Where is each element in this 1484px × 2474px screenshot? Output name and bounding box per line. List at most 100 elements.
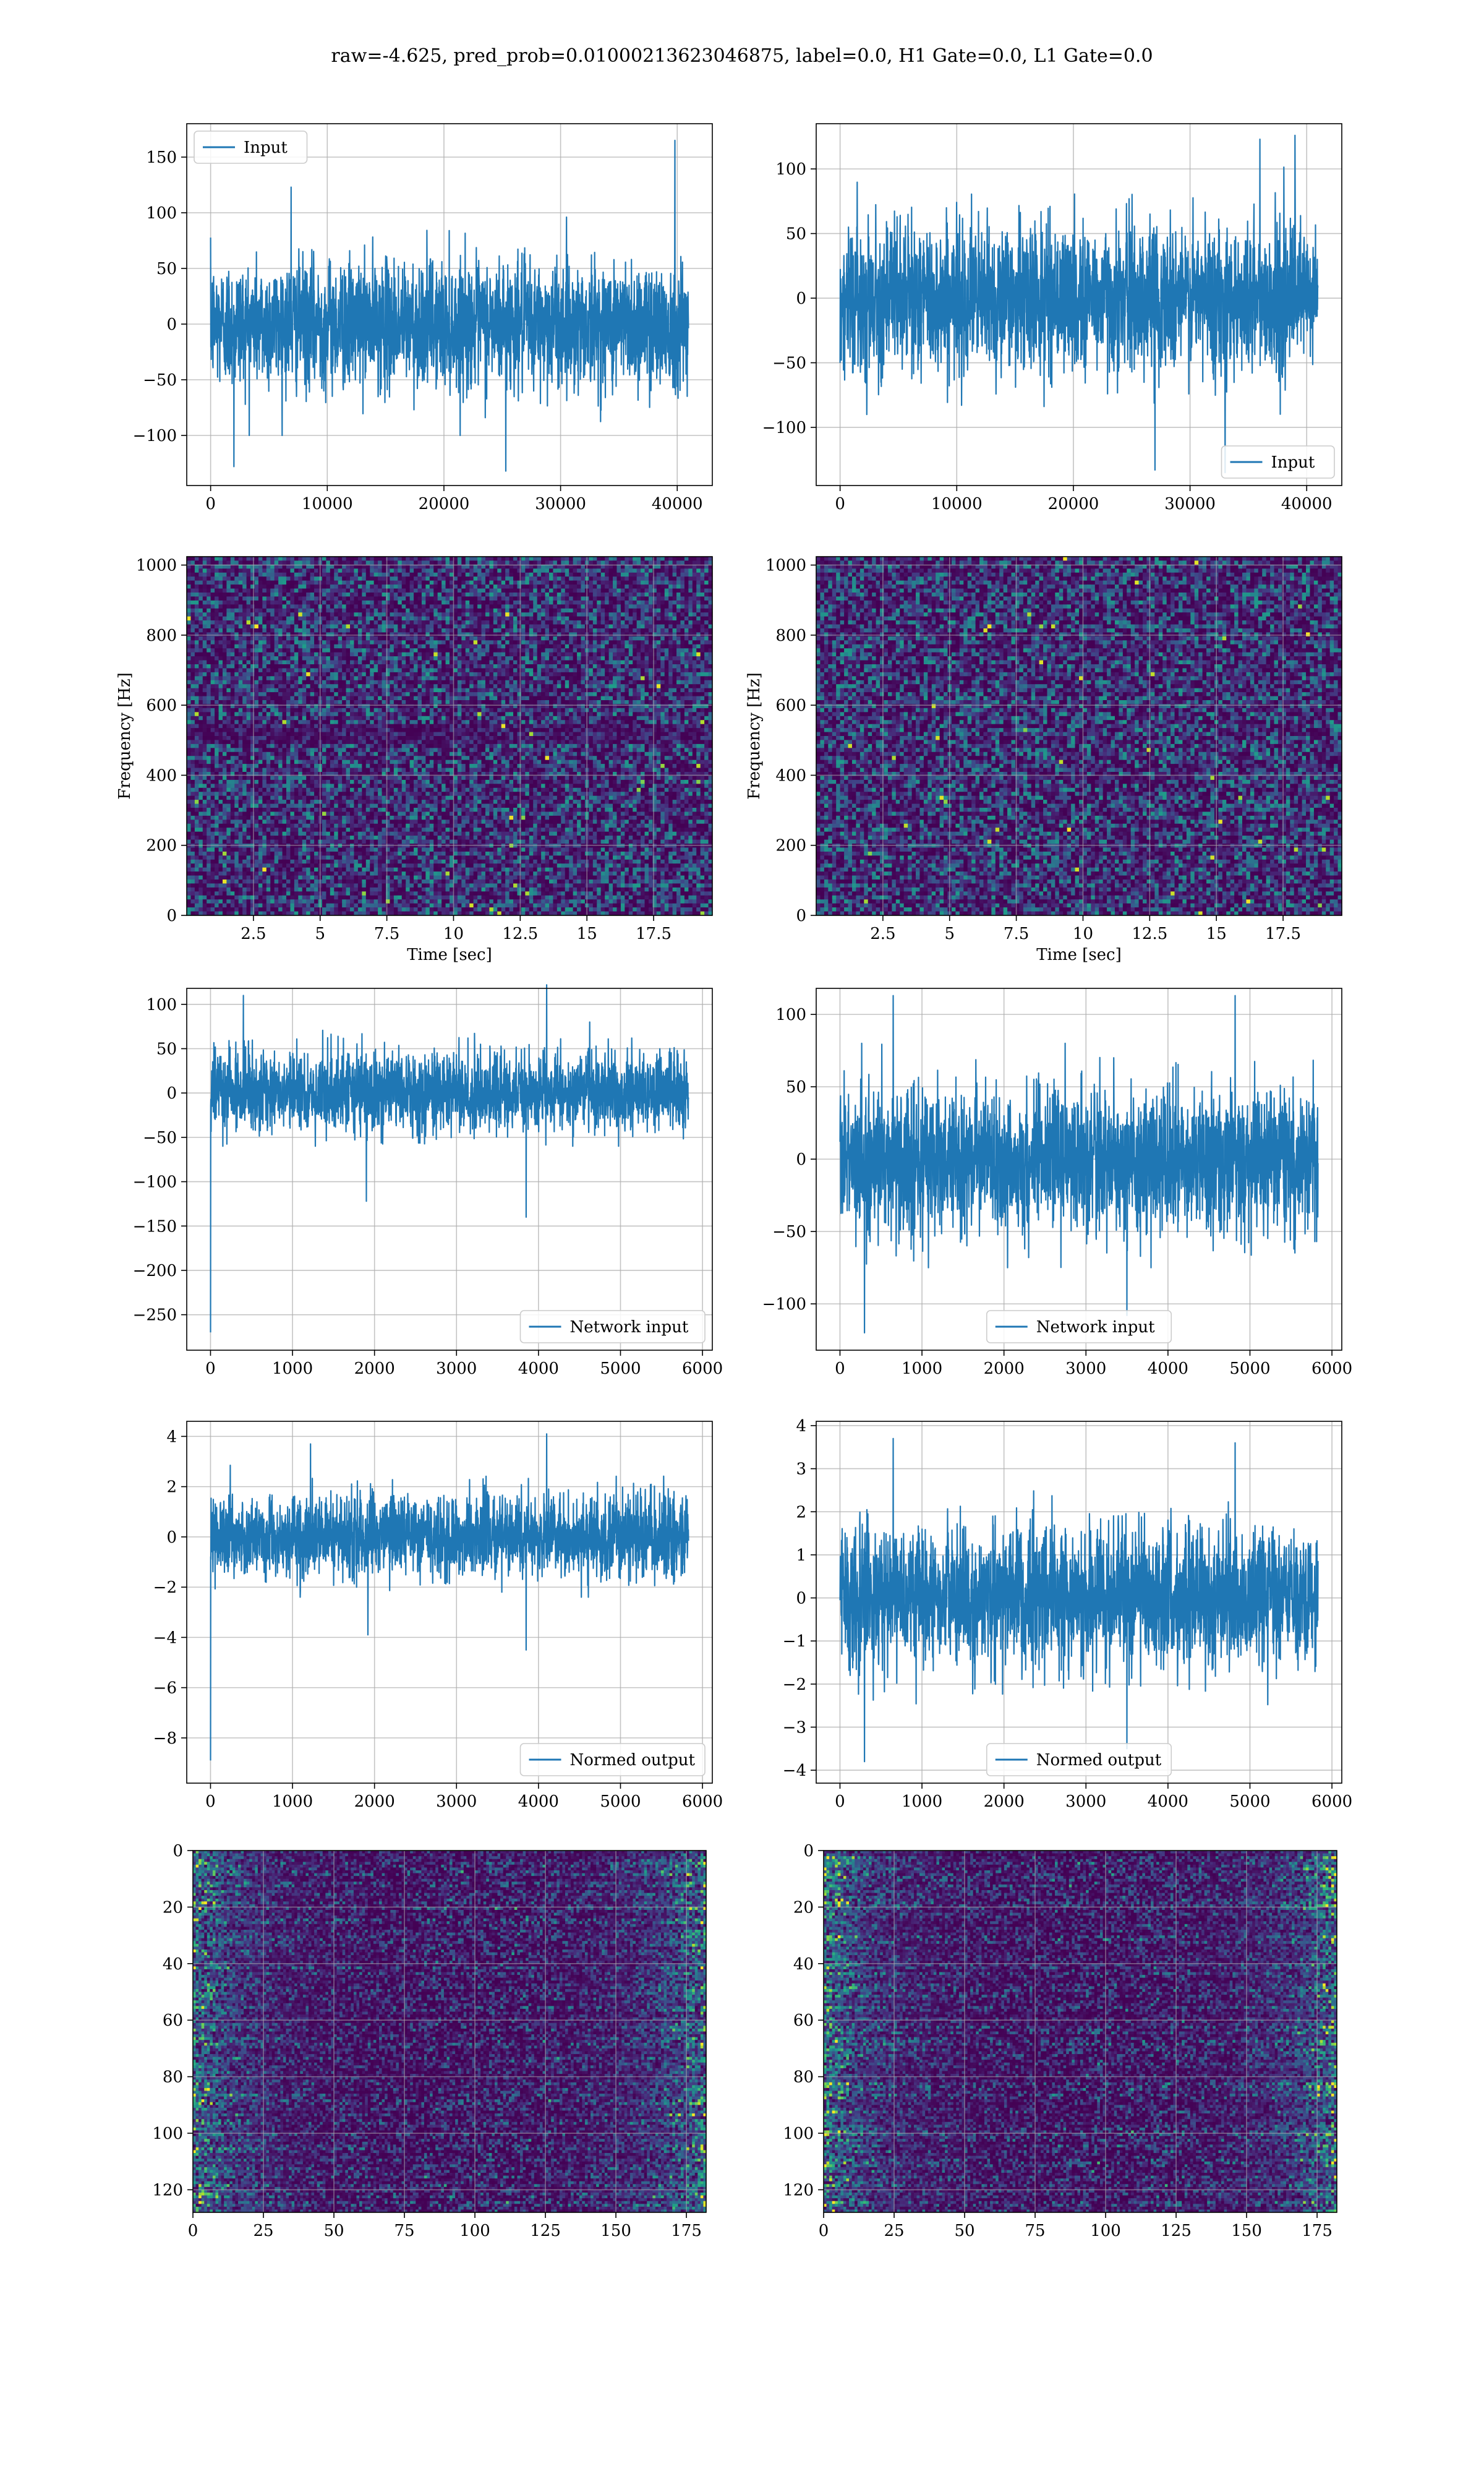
y-tick-label: 0 xyxy=(796,289,806,308)
x-tick-label: 3000 xyxy=(436,1792,477,1811)
y-tick-label: 3 xyxy=(796,1460,806,1479)
y-tick-label: 0 xyxy=(166,1528,177,1547)
x-tick-label: 30000 xyxy=(535,495,586,513)
y-tick-label: 20 xyxy=(793,1898,814,1917)
x-tick-label: 0 xyxy=(188,2222,198,2240)
panel-normed-output-l1: 0 1000 2000 3000 4000 5000 6000−4−3−2−101234No… xyxy=(783,1417,1353,1811)
x-tick-label: 1000 xyxy=(902,1359,942,1378)
x-tick-label: 17.5 xyxy=(1265,925,1301,943)
x-tick-label: 175 xyxy=(1302,2222,1333,2240)
x-tick-label: 50 xyxy=(954,2222,974,2240)
y-tick-label: 0 xyxy=(166,1084,177,1103)
x-tick-label: 175 xyxy=(671,2222,702,2240)
x-tick-label: 75 xyxy=(394,2222,414,2240)
y-tick-label: 100 xyxy=(146,996,177,1014)
y-tick-label: −100 xyxy=(762,419,806,437)
y-tick-label: 1 xyxy=(796,1546,806,1565)
y-tick-label: 800 xyxy=(775,627,806,645)
x-tick-label: 3000 xyxy=(1065,1792,1106,1811)
y-tick-label: 20 xyxy=(163,1898,183,1917)
x-tick-label: 0 xyxy=(205,1792,216,1811)
x-tick-label: 150 xyxy=(600,2222,631,2240)
y-tick-label: −50 xyxy=(772,1223,806,1241)
x-tick-label: 100 xyxy=(1090,2222,1121,2240)
x-tick-label: 6000 xyxy=(682,1359,723,1378)
x-tick-label: 25 xyxy=(884,2222,904,2240)
y-tick-label: −100 xyxy=(133,1173,177,1192)
x-tick-label: 0 xyxy=(205,1359,216,1378)
x-tick-label: 1000 xyxy=(272,1359,313,1378)
y-tick-label: 120 xyxy=(783,2181,814,2199)
y-tick-label: 40 xyxy=(793,1955,814,1974)
y-tick-label: 0 xyxy=(173,1842,183,1860)
y-tick-label: 100 xyxy=(775,1006,806,1024)
plot-area xyxy=(187,988,712,1350)
x-tick-label: 10 xyxy=(1073,925,1093,943)
plot-area xyxy=(187,1421,712,1783)
y-tick-label: −100 xyxy=(133,427,177,445)
x-tick-label: 20000 xyxy=(419,495,470,513)
y-tick-label: 80 xyxy=(163,2068,183,2087)
x-tick-label: 12.5 xyxy=(502,925,538,943)
x-tick-label: 4000 xyxy=(1148,1792,1188,1811)
y-tick-label: 400 xyxy=(146,766,177,785)
y-tick-label: −3 xyxy=(783,1718,806,1737)
y-tick-label: 60 xyxy=(793,2011,814,2030)
panel-network-input-l1: 0 1000 2000 3000 4000 5000 6000−100−50050100Ne… xyxy=(762,988,1353,1378)
x-tick-label: 20000 xyxy=(1048,495,1099,513)
feature-map-cells xyxy=(824,1851,1337,2213)
x-tick-label: 15 xyxy=(577,925,597,943)
y-tick-label: 4 xyxy=(796,1417,806,1436)
y-tick-label: −4 xyxy=(153,1629,177,1647)
legend-label: Network input xyxy=(1036,1318,1155,1337)
x-tick-label: 5 xyxy=(315,925,325,943)
x-tick-label: 12.5 xyxy=(1132,925,1167,943)
x-axis-label: Time [sec] xyxy=(407,946,492,964)
y-tick-label: 800 xyxy=(146,627,177,645)
x-tick-label: 3000 xyxy=(436,1359,477,1378)
y-tick-label: −1 xyxy=(783,1632,806,1651)
y-tick-label: −6 xyxy=(153,1679,177,1698)
x-tick-label: 100 xyxy=(459,2222,490,2240)
y-tick-label: −50 xyxy=(143,371,177,390)
spectrogram-cells xyxy=(816,557,1342,916)
y-tick-label: 200 xyxy=(146,837,177,855)
y-tick-label: 0 xyxy=(796,1150,806,1169)
x-tick-label: 5000 xyxy=(600,1359,641,1378)
panel-spectrogram-l1: 2.5 5 7.5 10 12.5 15 17.502004006008001000Time… xyxy=(745,557,1342,964)
y-tick-label: −100 xyxy=(762,1295,806,1314)
y-tick-label: 0 xyxy=(166,315,177,334)
y-tick-label: 50 xyxy=(156,260,177,278)
x-tick-label: 10000 xyxy=(302,495,353,513)
y-tick-label: 400 xyxy=(775,766,806,785)
y-tick-label: 150 xyxy=(146,148,177,167)
x-tick-label: 2000 xyxy=(354,1359,395,1378)
y-tick-label: 100 xyxy=(783,2125,814,2143)
legend: Normed output xyxy=(521,1744,706,1776)
x-tick-label: 0 xyxy=(205,495,216,513)
figure-suptitle: raw=-4.625, pred_prob=0.0100021362304687… xyxy=(331,45,1153,67)
y-tick-label: 0 xyxy=(166,907,177,925)
legend: Network input xyxy=(987,1311,1172,1343)
panel-network-input-h1: 0 1000 2000 3000 4000 5000 6000−250−200−150−10… xyxy=(133,985,723,1378)
y-axis-label: Frequency [Hz] xyxy=(116,672,134,800)
y-tick-label: 4 xyxy=(166,1427,177,1446)
y-tick-label: 600 xyxy=(146,696,177,715)
x-tick-label: 6000 xyxy=(682,1792,723,1811)
y-tick-label: −250 xyxy=(133,1306,177,1325)
legend-label: Network input xyxy=(570,1318,689,1337)
y-tick-label: 0 xyxy=(796,1590,806,1608)
y-tick-label: 100 xyxy=(152,2125,183,2143)
x-tick-label: 40000 xyxy=(1281,495,1333,513)
x-tick-label: 6000 xyxy=(1311,1359,1352,1378)
y-tick-label: 600 xyxy=(775,696,806,715)
x-tick-label: 7.5 xyxy=(1004,925,1029,943)
y-tick-label: 50 xyxy=(786,225,806,244)
x-tick-label: 125 xyxy=(530,2222,561,2240)
y-tick-label: 0 xyxy=(803,1842,814,1860)
y-tick-label: 100 xyxy=(775,160,806,179)
x-tick-label: 10 xyxy=(443,925,464,943)
